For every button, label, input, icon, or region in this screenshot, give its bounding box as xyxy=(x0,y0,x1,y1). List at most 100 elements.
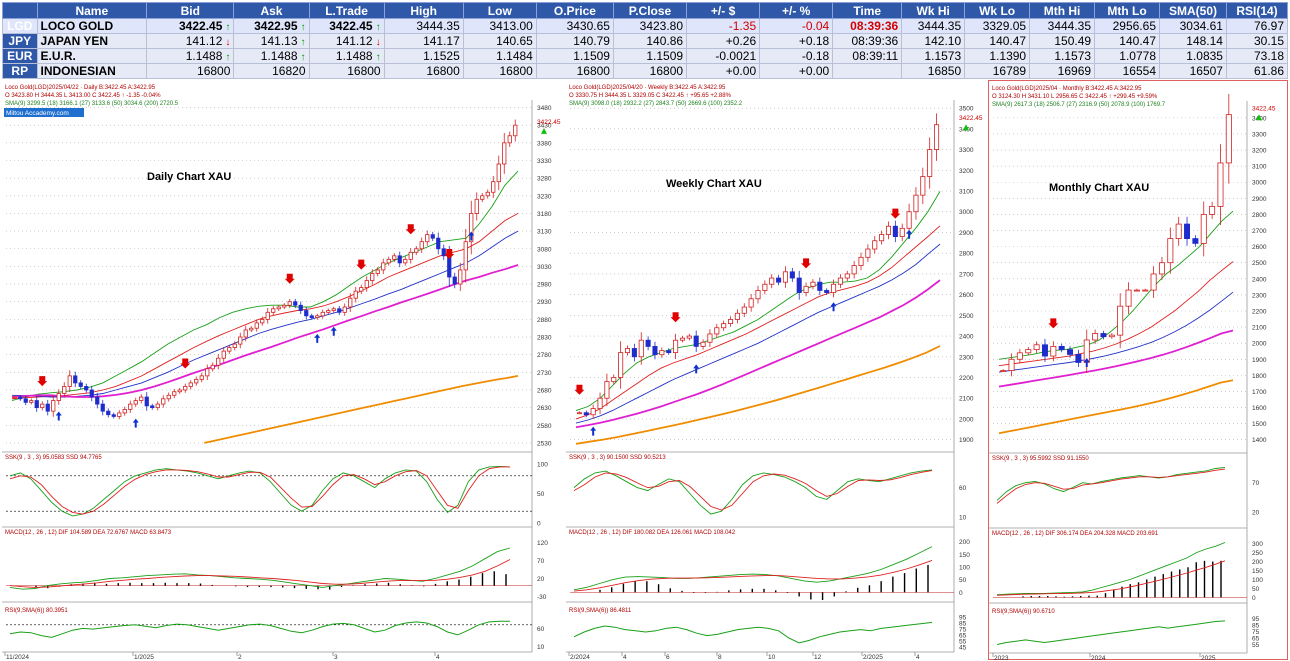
candle-body xyxy=(762,283,768,291)
y-tick-label: 2100 xyxy=(1252,325,1267,332)
col-header-bid[interactable]: Bid xyxy=(146,2,235,19)
candle-body xyxy=(1217,162,1224,207)
y-tick-label: 2800 xyxy=(959,251,974,258)
last-cell: 1.1488 ↑ xyxy=(308,48,385,64)
sma-legend: SMA(9) 2617.3 (18) 2506.7 (27) 2316.9 (5… xyxy=(992,102,1166,108)
y-tick-label: 2630 xyxy=(537,405,552,412)
x-tick-label: 2024 xyxy=(1091,655,1106,661)
candle-body xyxy=(782,271,789,283)
x-tick-label: 2/2025 xyxy=(863,654,883,660)
sma9-line xyxy=(575,191,941,412)
candle-body xyxy=(496,163,501,183)
col-header-open[interactable]: O.Price xyxy=(535,2,614,19)
daily-chart-panel[interactable]: Loco Gold(LGD)2025/04/22 · Daily B:3422.… xyxy=(2,80,564,660)
symbol-name[interactable]: JAPAN YEN xyxy=(36,33,148,49)
table-row[interactable]: RP INDONESIAN 16800 16820 16800 16800 16… xyxy=(2,63,1289,79)
candle-body xyxy=(899,227,905,237)
y-tick-label: 3330 xyxy=(537,158,552,165)
col-header-chg[interactable]: +/- $ xyxy=(686,2,761,19)
symbol-name[interactable]: INDONESIAN xyxy=(36,63,148,79)
buy-signal-arrow-icon xyxy=(590,426,597,436)
low-value: 16800 xyxy=(462,63,537,79)
col-header-mthlo[interactable]: Mth Lo xyxy=(1094,2,1160,19)
col-header-name[interactable]: Name xyxy=(36,2,148,19)
candle-body xyxy=(789,271,795,279)
col-header-high[interactable]: High xyxy=(383,2,464,19)
x-tick-label: 8 xyxy=(718,654,722,660)
ask-cell: 3422.95 ↑ xyxy=(233,18,310,34)
candle-body xyxy=(249,327,254,331)
x-tick-label: 4 xyxy=(436,654,440,660)
y-tick-label: 1900 xyxy=(959,437,974,444)
candle-body xyxy=(638,339,644,358)
col-header-chgp[interactable]: +/- % xyxy=(759,2,834,19)
macd-header: MACD(12 , 26 , 12) DIF 180.082 DEA 126.0… xyxy=(569,530,736,536)
symbol-name[interactable]: LOCO GOLD xyxy=(36,18,148,34)
candle-body xyxy=(844,273,850,279)
candle-body xyxy=(817,281,823,291)
candle-body xyxy=(199,375,204,380)
symbol-code[interactable]: LGD xyxy=(2,18,38,34)
symbol-code[interactable]: EUR xyxy=(2,48,38,64)
sell-signal-arrow-icon xyxy=(670,312,681,323)
monthly-chart-panel[interactable]: Loco Gold(LGD)2025/04 · Monthly B:3422.4… xyxy=(988,80,1288,661)
symbol-code[interactable]: JPY xyxy=(2,33,38,49)
table-row[interactable]: EUR E.U.R. 1.1488 ↑ 1.1488 ↑ 1.1488 ↑ 1.152… xyxy=(2,48,1289,64)
candle-body xyxy=(673,339,679,354)
col-header-wklo[interactable]: Wk Lo xyxy=(964,2,1031,19)
candle-body xyxy=(276,306,281,310)
sma100-line xyxy=(998,379,1234,435)
sma-value: 3034.61 xyxy=(1159,18,1227,34)
col-header-time[interactable]: Time xyxy=(832,2,903,19)
candle-body xyxy=(337,308,342,313)
sma9-line xyxy=(11,170,519,402)
high-value: 3444.35 xyxy=(383,18,464,34)
candle-body xyxy=(155,403,160,409)
candle-body xyxy=(106,410,111,416)
sma200-line xyxy=(204,375,519,444)
rsi-tick-label: 60 xyxy=(537,626,545,633)
y-tick-label: 2200 xyxy=(1252,308,1267,315)
candle-body xyxy=(1092,333,1099,341)
candle-body xyxy=(1008,358,1015,371)
high-value: 16800 xyxy=(383,63,464,79)
macd-tick-label: 50 xyxy=(1252,586,1260,593)
candle-body xyxy=(686,335,692,339)
col-header-sma[interactable]: SMA(50) xyxy=(1159,2,1227,19)
weekly-chart-panel[interactable]: Loco Gold(LGD)2025/04/20 · Weekly B:3422… xyxy=(566,80,984,660)
col-header-mthhi[interactable]: Mth Hi xyxy=(1029,2,1096,19)
y-tick-label: 2100 xyxy=(959,396,974,403)
sma100-line xyxy=(575,345,941,445)
price-up-marker-icon xyxy=(1256,114,1262,121)
table-row[interactable]: JPY JAPAN YEN 141.12 ↓ 141.13 ↑ 141.12 ↓ 14… xyxy=(2,33,1289,49)
candle-body xyxy=(892,225,898,237)
col-header-code[interactable] xyxy=(2,2,38,19)
col-header-low[interactable]: Low xyxy=(462,2,537,19)
symbol-name[interactable]: E.U.R. xyxy=(36,48,148,64)
macd-dea-line xyxy=(573,559,933,592)
col-header-ask[interactable]: Ask xyxy=(233,2,310,19)
candle-body xyxy=(693,335,699,347)
candle-body xyxy=(755,290,761,300)
candle-body xyxy=(128,403,133,410)
watermark-box xyxy=(4,108,84,117)
candle-body xyxy=(824,290,830,293)
table-row[interactable]: LGD LOCO GOLD 3422.45 ↑ 3422.95 ↑ 3422.45 ↑… xyxy=(2,18,1289,34)
macd-header: MACD(12 , 26 , 12) DIF 104.589 DEA 72.67… xyxy=(5,530,172,536)
candle-body xyxy=(430,234,435,239)
candle-body xyxy=(238,336,243,345)
candle-body xyxy=(452,276,457,285)
col-header-wkhi[interactable]: Wk Hi xyxy=(901,2,966,19)
candle-body xyxy=(1175,223,1182,239)
candle-body xyxy=(576,412,582,415)
col-header-last[interactable]: L.Trade xyxy=(308,2,385,19)
col-header-pclose[interactable]: P.Close xyxy=(612,2,688,19)
wkhi-value: 3444.35 xyxy=(901,18,966,34)
candle-body xyxy=(513,124,518,137)
candle-body xyxy=(624,348,631,354)
chart-header-line2: O 3330.75 H 3444.35 L 3329.05 C 3422.45 … xyxy=(569,93,732,99)
candle-body xyxy=(583,412,589,416)
candle-body xyxy=(927,149,933,177)
symbol-code[interactable]: RP xyxy=(2,63,38,79)
col-header-rsi[interactable]: RSI(14) xyxy=(1225,2,1289,19)
